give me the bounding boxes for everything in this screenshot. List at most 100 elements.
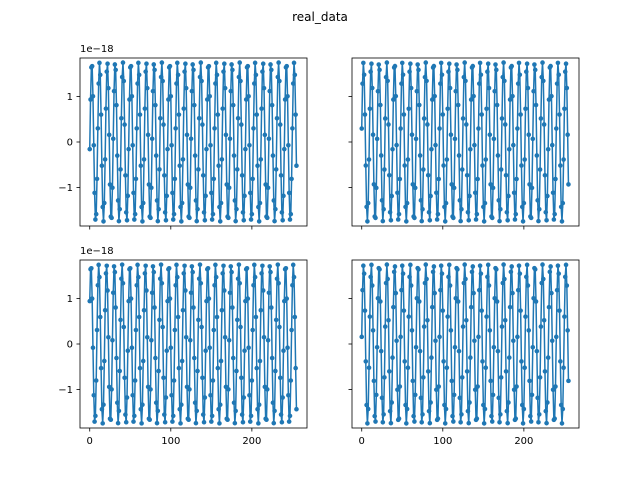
data-point: [112, 269, 118, 275]
data-point: [487, 132, 493, 138]
data-point: [407, 69, 412, 74]
data-point: [106, 85, 111, 91]
data-point: [461, 74, 467, 80]
data-point: [416, 67, 421, 73]
data-point: [536, 419, 541, 425]
data-point: [123, 412, 128, 417]
data-point: [562, 314, 567, 319]
data-point: [437, 126, 442, 131]
data-point: [433, 338, 438, 344]
data-point: [255, 406, 260, 412]
data-point: [222, 61, 227, 67]
data-point: [482, 200, 488, 206]
data-point: [203, 193, 208, 199]
data-point: [234, 167, 240, 172]
data-point: [426, 210, 432, 215]
data-point: [543, 210, 549, 215]
data-point: [498, 206, 503, 212]
data-point: [393, 93, 399, 99]
data-point: [289, 327, 294, 333]
data-point: [366, 157, 372, 162]
data-point: [536, 218, 541, 224]
data-point: [497, 218, 502, 224]
data-point: [102, 358, 107, 364]
data-point: [164, 193, 170, 199]
data-point: [529, 392, 535, 398]
data-point: [413, 344, 419, 350]
data-point: [557, 308, 562, 313]
data-point: [498, 167, 504, 172]
data-point: [273, 317, 279, 323]
data-point: [515, 334, 520, 340]
data-point: [199, 324, 204, 330]
data-point: [451, 419, 456, 424]
data-point: [207, 345, 213, 350]
data-point: [160, 324, 165, 330]
data-point: [479, 112, 485, 117]
data-point: [408, 262, 413, 268]
data-point: [163, 217, 169, 223]
data-point: [502, 318, 508, 323]
data-point: [540, 60, 545, 65]
data-point: [374, 136, 380, 142]
data-point: [260, 288, 266, 293]
data-point: [182, 69, 187, 74]
data-point: [199, 78, 204, 84]
data-point: [178, 204, 183, 210]
data-point: [269, 102, 275, 108]
data-point: [207, 93, 213, 99]
data-point: [446, 262, 452, 268]
data-point: [236, 74, 242, 80]
data-point: [559, 219, 565, 224]
data-point: [173, 126, 178, 131]
data-point: [507, 304, 513, 310]
data-point: [379, 395, 385, 401]
data-point: [104, 69, 110, 74]
data-point: [562, 69, 568, 74]
data-point: [223, 132, 229, 138]
data-point: [363, 359, 369, 364]
data-point: [549, 338, 555, 344]
data-point: [394, 142, 399, 148]
data-point: [541, 276, 546, 282]
data-point: [496, 198, 502, 203]
data-point: [451, 215, 456, 221]
data-point: [508, 269, 514, 275]
data-point: [553, 384, 558, 389]
data-point: [395, 387, 400, 393]
data-point: [370, 132, 376, 138]
data-point: [266, 136, 272, 142]
data-point: [286, 419, 292, 424]
data-point: [138, 163, 144, 168]
data-point: [499, 324, 505, 329]
data-point: [496, 395, 502, 401]
data-point: [373, 215, 378, 221]
data-point: [450, 413, 455, 419]
data-point: [429, 97, 435, 102]
data-point: [390, 355, 395, 360]
data-point: [157, 167, 162, 172]
data-point: [176, 112, 182, 117]
y-tick-label: 0: [67, 138, 73, 149]
data-point: [439, 271, 445, 276]
data-point: [158, 74, 164, 80]
data-point: [377, 267, 382, 272]
data-point: [513, 211, 519, 217]
data-point: [209, 190, 214, 196]
data-point: [213, 60, 219, 66]
data-point: [269, 67, 274, 73]
data-point: [117, 206, 123, 212]
data-point: [447, 85, 453, 91]
data-point: [542, 369, 548, 374]
data-point: [155, 408, 161, 414]
data-point: [370, 328, 376, 333]
data-point: [174, 262, 179, 268]
data-point: [194, 218, 200, 224]
data-point: [147, 417, 153, 423]
data-point: [278, 173, 284, 178]
data-point: [217, 204, 222, 210]
data-point: [143, 69, 148, 74]
data-point: [436, 176, 442, 182]
data-point: [170, 190, 175, 196]
data-point: [279, 210, 285, 215]
